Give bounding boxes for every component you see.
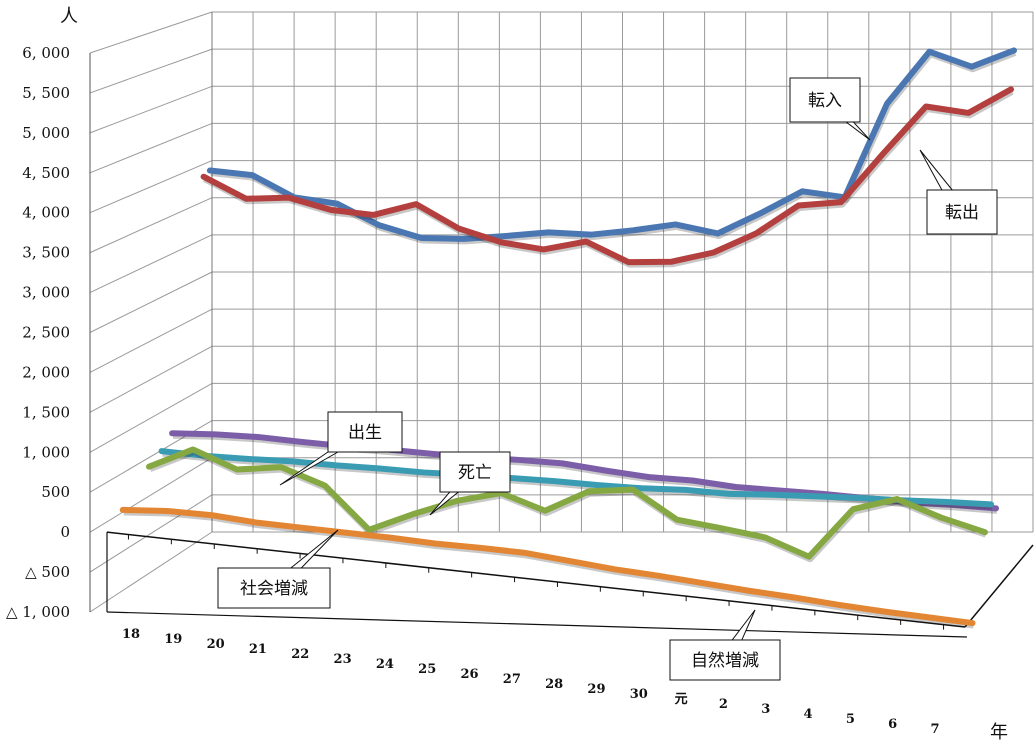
series-callout: 死亡 — [429, 451, 511, 516]
y-tick-label: △ 1, 000 — [6, 603, 70, 621]
x-tick-label: 4 — [804, 707, 813, 722]
y-tick-label: 3, 000 — [22, 284, 70, 302]
x-tick-label: 27 — [503, 672, 521, 687]
y-tick-label: 4, 500 — [22, 164, 70, 182]
chart-floor — [106, 531, 1034, 638]
x-tick-label: 22 — [291, 647, 309, 662]
callout-label: 転出 — [945, 203, 979, 223]
x-tick-label: 30 — [630, 687, 648, 702]
y-tick-label: 2, 000 — [22, 363, 70, 381]
y-tick-label: 5, 500 — [22, 84, 70, 102]
x-tick-label: 23 — [334, 652, 352, 667]
x-tick-label: 元 — [675, 692, 688, 707]
y-tick-label: 1, 500 — [22, 403, 70, 421]
x-tick-label: 18 — [122, 627, 140, 642]
x-tick-label: 25 — [418, 662, 436, 677]
x-tick-label: 3 — [761, 702, 770, 717]
x-tick-label: 6 — [888, 717, 897, 732]
y-tick-label: 2, 500 — [22, 324, 70, 342]
callout-label: 死亡 — [458, 463, 492, 483]
series-line — [146, 446, 988, 563]
chart-grid — [89, 11, 1034, 613]
y-tick-label: 5, 000 — [22, 124, 70, 142]
x-tick-label: 20 — [207, 637, 225, 652]
x-tick-label: 2 — [719, 697, 728, 712]
series-callout: 転入 — [789, 77, 871, 141]
x-tick-label: 26 — [460, 667, 478, 682]
series-callout: 自然増減 — [669, 609, 781, 681]
x-tick-label: 7 — [930, 722, 939, 737]
series-line — [200, 86, 1014, 268]
y-axis-unit: 人 — [60, 6, 78, 27]
y-tick-label: 500 — [41, 483, 70, 501]
y-tick-label: 0 — [60, 523, 70, 541]
y-tick-label: 3, 500 — [22, 244, 70, 262]
series-callout: 出生 — [279, 411, 403, 486]
callout-label: 社会増減 — [240, 579, 308, 599]
x-tick-label: 21 — [249, 642, 267, 657]
callout-label: 転入 — [808, 91, 842, 111]
y-tick-label: 1, 000 — [22, 443, 70, 461]
series-line — [119, 506, 976, 629]
x-tick-label: 24 — [376, 657, 394, 672]
series-callout: 社会増減 — [217, 529, 339, 609]
y-tick-label: 4, 000 — [22, 204, 70, 222]
callout-label: 自然増減 — [691, 651, 759, 671]
series-line — [158, 448, 994, 510]
x-tick-label: 29 — [587, 682, 605, 697]
y-tick-label: △ 500 — [25, 563, 70, 581]
x-axis-unit: 年 — [990, 722, 1008, 740]
series-callout: 転出 — [919, 149, 998, 235]
x-tick-label: 5 — [846, 712, 855, 727]
x-axis-ticks: 18 19 20 21 22 23 24 25 26 27 28 29 30 元 2 3 4 5 6 7 — [122, 627, 940, 737]
x-tick-label: 19 — [164, 632, 182, 647]
chart-series — [119, 47, 1017, 629]
x-tick-label: 28 — [545, 677, 563, 692]
y-axis-ticks: 6, 000 5, 500 5, 000 4, 500 4, 000 3, 500 3, 0… — [6, 44, 70, 621]
y-tick-label: 6, 000 — [22, 44, 70, 62]
callout-label: 出生 — [348, 423, 382, 443]
